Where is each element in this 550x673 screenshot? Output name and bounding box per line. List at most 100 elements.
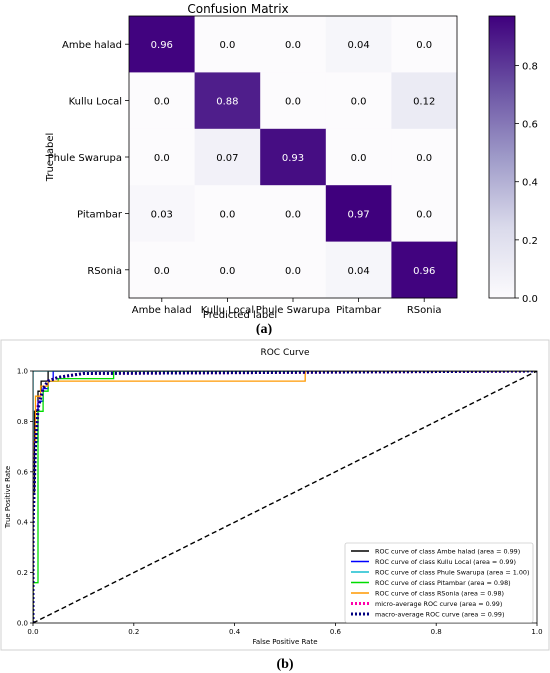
roc-y-ticks: 0.0 0.2 0.4 0.6 0.8 1.0	[17, 368, 33, 628]
roc-legend: ROC curve of class Ambe halad (area = 0.…	[344, 542, 534, 623]
roc-legend-label: ROC curve of class Pitambar (area = 0.98…	[375, 579, 511, 587]
roc-title: ROC Curve	[260, 348, 309, 358]
cm-cell-value: 0.0	[416, 40, 432, 51]
cm-cell-value: 0.03	[151, 209, 173, 220]
roc-x-tick-label: 0.8	[431, 628, 442, 636]
roc-legend-label: ROC curve of class Phule Swarupa (area =…	[375, 569, 529, 577]
roc-y-tick-label: 1.0	[17, 368, 28, 376]
cm-cell-value: 0.0	[219, 266, 235, 277]
cm-row-label: Phule Swarupa	[48, 153, 122, 164]
roc-y-tick-label: 0.4	[17, 519, 29, 527]
cm-row-label: RSonia	[87, 266, 122, 277]
roc-x-tick-label: 0.4	[229, 628, 241, 636]
cm-xlabel: Predicted label	[203, 310, 277, 321]
cm-cell	[260, 185, 327, 242]
cm-col-label: Ambe halad	[132, 305, 192, 316]
roc-series-line	[33, 371, 538, 623]
cm-cell	[325, 16, 392, 73]
cm-cell	[194, 128, 261, 186]
roc-x-tick-label: 1.0	[531, 628, 542, 636]
roc-x-tick-label: 0.6	[330, 628, 342, 636]
caption-a: (a)	[256, 322, 273, 335]
cm-col-label: Phule Swarupa	[256, 305, 330, 316]
roc-figure-frame	[0, 339, 550, 651]
roc-legend-label: ROC curve of class RSonia (area = 0.98)	[375, 590, 504, 598]
cm-cell-value: 0.0	[219, 209, 235, 220]
cm-cell	[391, 241, 458, 299]
cm-cell	[194, 185, 261, 242]
cm-cell	[129, 128, 195, 186]
cm-cell-value: 0.93	[282, 153, 304, 164]
cm-cell	[391, 185, 458, 242]
cm-cell	[194, 72, 261, 130]
roc-x-ticks: 0.0 0.2 0.4 0.6 0.8 1.0	[27, 623, 543, 636]
cm-cell-value: 0.97	[347, 209, 369, 220]
roc-y-tick-label: 0.8	[17, 418, 28, 426]
cm-col-label: RSonia	[407, 305, 442, 316]
cm-cell	[260, 16, 327, 73]
roc-legend-label: micro-average ROC curve (area = 0.99)	[375, 600, 502, 608]
cm-cell-value: 0.07	[216, 153, 238, 164]
colorbar	[488, 15, 516, 299]
cm-cell	[325, 72, 392, 130]
roc-plot-frame	[32, 370, 538, 624]
cm-cell	[194, 241, 261, 299]
cm-cell-value: 0.96	[151, 40, 173, 51]
cm-col-label: Pitambar	[336, 305, 382, 316]
roc-legend-label: macro-average ROC curve (area = 0.99)	[375, 611, 504, 619]
cm-cell-value: 0.0	[285, 97, 301, 108]
roc-x-tick-label: 0.2	[128, 628, 139, 636]
cm-row-label: Ambe halad	[62, 40, 122, 51]
cm-row-labels: Ambe halad Kullu Local Phule Swarupa Pitamb…	[48, 40, 129, 277]
cm-cell	[129, 16, 195, 73]
cm-cell	[260, 72, 327, 130]
cm-cell	[194, 16, 261, 73]
cm-cell	[325, 241, 392, 299]
roc-x-tick-label: 0.0	[27, 628, 38, 636]
confusion-matrix-chart: Confusion Matrix 0.96 0.0 0.0 0.04 0.0 0.0 0.8…	[45, 2, 538, 335]
cm-cell-value: 0.0	[285, 40, 301, 51]
cm-cell-value: 0.0	[285, 209, 301, 220]
cm-col-labels: Ambe halad Kullu Local Phule Swarupa Pitamb…	[132, 298, 442, 316]
colorbar-tick-label: 0.0	[522, 294, 538, 305]
cm-title: Confusion Matrix	[187, 2, 288, 16]
cm-cell-value: 0.0	[154, 153, 170, 164]
colorbar-tick-label: 0.8	[522, 61, 538, 72]
cm-cell-value: 0.0	[416, 153, 432, 164]
cm-cell	[391, 128, 458, 186]
cm-cell-value: 0.88	[216, 97, 238, 108]
roc-y-tick-label: 0.6	[17, 468, 29, 476]
roc-chance-line	[33, 371, 538, 624]
cm-cell-value: 0.0	[285, 266, 301, 277]
colorbar-tick-label: 0.2	[522, 236, 538, 247]
cm-cell-value: 0.0	[351, 153, 367, 164]
cm-cell	[129, 72, 195, 130]
cm-cell	[391, 16, 458, 73]
cm-row-label: Kullu Local	[69, 97, 122, 108]
cm-cell-value: 0.0	[416, 209, 432, 220]
cm-cell-value: 0.04	[347, 266, 369, 277]
roc-curve-chart: ROC Curve 0.0 0.2 0.4 0.6 0.8 1.0 0.0 0.2 0.4 0.…	[0, 339, 550, 672]
caption-b: (b)	[276, 657, 293, 672]
roc-series-line	[33, 371, 537, 623]
roc-ylabel: True Positive Rate	[4, 466, 12, 529]
colorbar-tick-label: 0.4	[522, 178, 538, 189]
roc-y-tick-label: 0.0	[17, 620, 28, 628]
cm-cell	[325, 128, 392, 186]
cm-cell	[129, 185, 195, 242]
roc-legend-label: ROC curve of class Ambe halad (area = 0.…	[375, 548, 520, 556]
cm-cell-value: 0.12	[413, 97, 435, 108]
roc-series	[33, 371, 538, 624]
cm-cell-value: 0.0	[351, 97, 367, 108]
cm-cell-value: 0.0	[219, 40, 235, 51]
roc-series-line	[33, 371, 537, 623]
cm-cell	[325, 185, 392, 242]
cm-cell-value: 0.0	[154, 266, 170, 277]
cm-col-label: Kullu Local	[201, 305, 254, 316]
colorbar-ticks: 0.0 0.2 0.4 0.6 0.8	[515, 61, 538, 305]
cm-cell-value: 0.96	[413, 266, 435, 277]
colorbar-tick-label: 0.6	[522, 120, 538, 131]
cm-ylabel: True label	[45, 133, 56, 183]
cm-row-label: Pitambar	[77, 209, 123, 220]
cm-cell	[260, 128, 327, 186]
